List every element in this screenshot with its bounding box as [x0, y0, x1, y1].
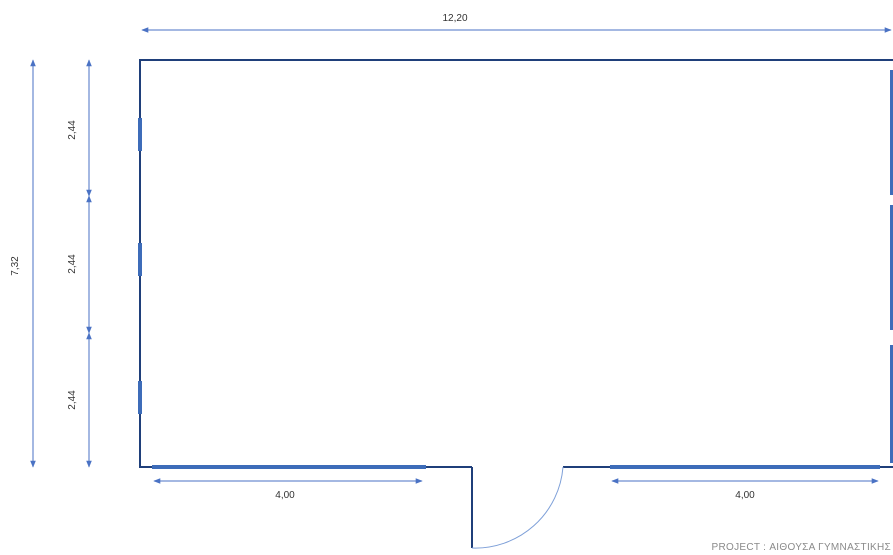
right-window-1 — [890, 70, 893, 195]
left-segment-middle-label: 2,44 — [67, 254, 78, 274]
bottom-left-window-label: 4,00 — [275, 490, 295, 501]
right-window-3 — [890, 345, 893, 463]
room-outline — [139, 59, 893, 468]
left-segment-bottom-label: 2,44 — [67, 390, 78, 410]
project-label: PROJECT : ΑΙΘΟΥΣΑ ΓΥΜΝΑΣΤΙΚΗΣ — [712, 542, 892, 553]
bottom-right-window — [610, 465, 880, 469]
bottom-left-window — [152, 465, 426, 469]
left-segment-dimensions: 2,44 2,44 2,44 — [67, 59, 92, 468]
left-total-dimension: 7,32 — [10, 59, 36, 468]
left-wall-windows — [138, 118, 142, 414]
right-window-2 — [890, 205, 893, 330]
bottom-wall-windows — [152, 465, 880, 469]
left-total-label: 7,32 — [10, 256, 21, 276]
top-width-label: 12,20 — [442, 13, 467, 24]
door-swing-arc — [471, 466, 564, 549]
entrance-door — [471, 465, 564, 549]
left-window-1 — [138, 118, 142, 151]
room-walls — [139, 59, 893, 468]
bottom-left-dimension: 4,00 — [153, 478, 423, 501]
right-wall-windows — [890, 70, 893, 463]
bottom-right-dimension: 4,00 — [611, 478, 879, 501]
left-window-3 — [138, 381, 142, 414]
top-width-dimension: 12,20 — [141, 13, 892, 33]
bottom-right-window-label: 4,00 — [735, 490, 755, 501]
left-segment-top-label: 2,44 — [67, 120, 78, 140]
left-window-2 — [138, 243, 142, 276]
